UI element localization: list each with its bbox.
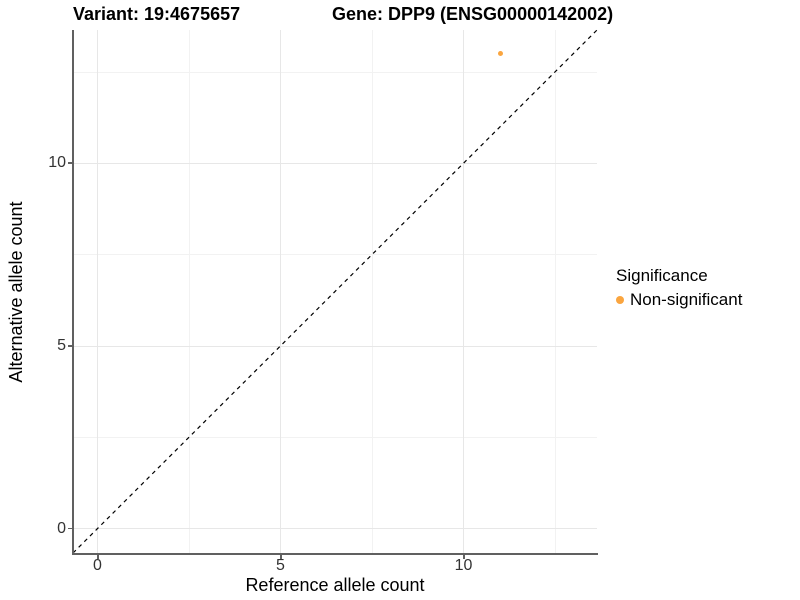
x-tick-label-5: 5 (276, 557, 285, 574)
gridline-minor-y-2.5 (73, 437, 597, 438)
identity-line-path (72, 29, 598, 554)
legend-title: Significance (616, 266, 708, 285)
x-tick-label-10: 10 (454, 557, 473, 574)
y-tick-0 (67, 527, 72, 530)
y-tick-label-10: 10 (48, 154, 66, 171)
identity-line (72, 29, 598, 554)
plot-title-variant: Variant: 19:4675657 (73, 4, 241, 24)
legend-entry-label: Non-significant (630, 290, 743, 309)
data-point (497, 50, 503, 56)
gridline-major-y-5 (73, 346, 597, 347)
gridline-major-x-0 (97, 30, 98, 553)
x-tick-10 (463, 554, 465, 559)
legend-marker-circle-icon (616, 296, 624, 304)
gridline-major-y-10 (73, 163, 597, 164)
y-axis-title: Alternative allele count (6, 201, 26, 383)
gridline-minor-y-7.5 (73, 254, 597, 255)
x-tick-0 (97, 554, 99, 559)
y-tick-label-0: 0 (57, 519, 66, 537)
gridline-minor-y-12.5 (73, 72, 597, 73)
y-tick-5 (67, 345, 72, 347)
x-tick-5 (280, 554, 282, 559)
y-tick-10 (67, 162, 72, 164)
plot-panel (67, 29, 598, 559)
gridline-major-x-5 (280, 30, 281, 553)
plot-title-gene: Gene: DPP9 (ENSG00000142002) (332, 4, 614, 24)
gridline-minor-x-2.5 (189, 30, 190, 553)
legend: Significance Non-significant (616, 266, 798, 310)
y-axis-line (72, 30, 74, 555)
legend-entry-non-significant: Non-significant (616, 290, 798, 310)
gridline-minor-x-12.5 (555, 30, 556, 553)
x-axis-line (72, 553, 598, 555)
gridline-major-y-0 (73, 528, 597, 529)
gridline-major-x-10 (463, 30, 464, 553)
gridline-minor-x-7.5 (372, 30, 373, 553)
y-tick-label-5: 5 (57, 336, 66, 354)
x-tick-label-0: 0 (93, 557, 102, 574)
x-axis-title: Reference allele count (245, 575, 425, 595)
